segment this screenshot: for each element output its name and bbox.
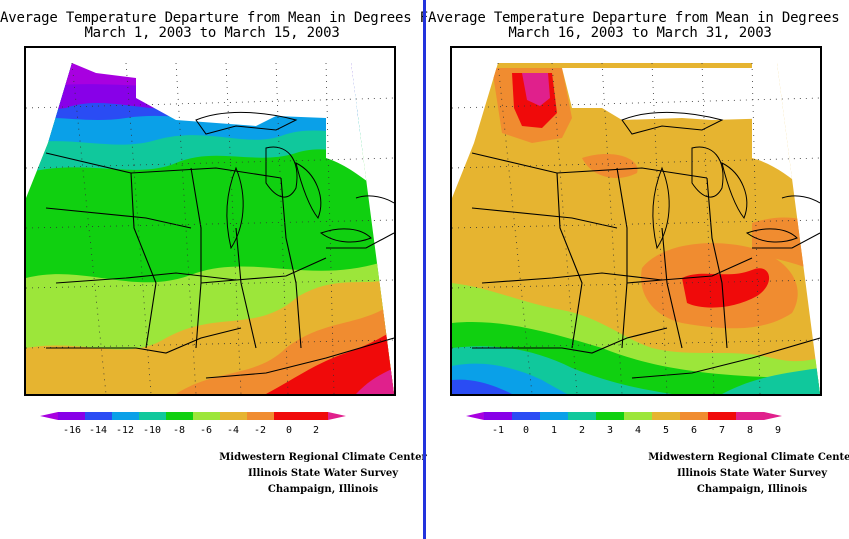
legend-label: 5 <box>663 425 669 436</box>
legend-arrow-low <box>40 412 58 420</box>
credit-line: Champaign, Illinois <box>267 484 379 495</box>
legend-label: -2 <box>254 425 266 436</box>
state-boundaries <box>471 152 820 379</box>
legend-label: 4 <box>635 425 641 436</box>
legend-label: 0 <box>523 425 529 436</box>
map-title: Average Temperature Departure from Mean … <box>428 10 849 26</box>
legend-label: 8 <box>747 425 753 436</box>
credit-line: Midwestern Regional Climate Center <box>219 452 427 463</box>
legend-label: -6 <box>200 425 212 436</box>
contour-plus-2 <box>356 368 394 394</box>
map-canvas <box>26 62 394 394</box>
map-date-range: March 1, 2003 to March 15, 2003 <box>84 25 340 41</box>
credit-line: Illinois State Water Survey <box>676 468 828 479</box>
great-lakes-outline <box>621 111 820 250</box>
contour-zero <box>266 330 394 394</box>
great-lakes-outline <box>195 111 394 250</box>
legend-label: 6 <box>691 425 697 436</box>
legend-label: 2 <box>313 425 319 436</box>
contour-3-east <box>722 368 820 394</box>
legend-label: 0 <box>286 425 292 436</box>
credit-line: Champaign, Illinois <box>696 484 808 495</box>
left-map-panel: Average Temperature Departure from Mean … <box>0 0 428 539</box>
legend-label: -1 <box>492 425 504 436</box>
legend-label: -8 <box>173 425 185 436</box>
legend-label: 3 <box>607 425 613 436</box>
legend-label: -16 <box>63 425 81 436</box>
right-map-panel: Average Temperature Departure from Mean … <box>428 0 849 539</box>
legend-label: -14 <box>89 425 107 436</box>
map-canvas <box>452 62 820 394</box>
temperature-contours <box>26 63 394 394</box>
legend-label: -12 <box>116 425 134 436</box>
contour-9-north <box>522 73 550 106</box>
temperature-map <box>24 46 396 396</box>
legend-label: -10 <box>143 425 161 436</box>
legend-label: 9 <box>775 425 781 436</box>
contour-7-wisconsin <box>582 153 638 178</box>
legend-label: 7 <box>719 425 725 436</box>
state-boundaries <box>45 152 394 379</box>
legend-arrow-high <box>328 412 346 420</box>
color-legend: -1 0 1 2 3 4 5 6 7 8 9 <box>466 412 782 436</box>
legend-arrow-high <box>764 412 782 420</box>
temperature-map <box>450 46 822 396</box>
panel-divider <box>423 0 426 539</box>
no-data-area <box>26 63 394 126</box>
legend-label: 2 <box>579 425 585 436</box>
legend-label: -4 <box>227 425 239 436</box>
credits: Midwestern Regional Climate Center Illin… <box>208 450 438 498</box>
credits: Midwestern Regional Climate Center Illin… <box>637 450 849 498</box>
legend-arrow-low <box>466 412 484 420</box>
color-legend: -16 -14 -12 -10 -8 -6 -4 -2 0 2 <box>40 412 346 436</box>
credit-line: Illinois State Water Survey <box>247 468 399 479</box>
map-date-range: March 16, 2003 to March 31, 2003 <box>508 25 772 41</box>
contour-8-ohio <box>682 268 770 308</box>
contour-1 <box>452 379 512 394</box>
credit-line: Midwestern Regional Climate Center <box>648 452 849 463</box>
legend-label: 1 <box>551 425 557 436</box>
map-title: Average Temperature Departure from Mean … <box>0 10 428 26</box>
no-data-area <box>562 68 782 120</box>
